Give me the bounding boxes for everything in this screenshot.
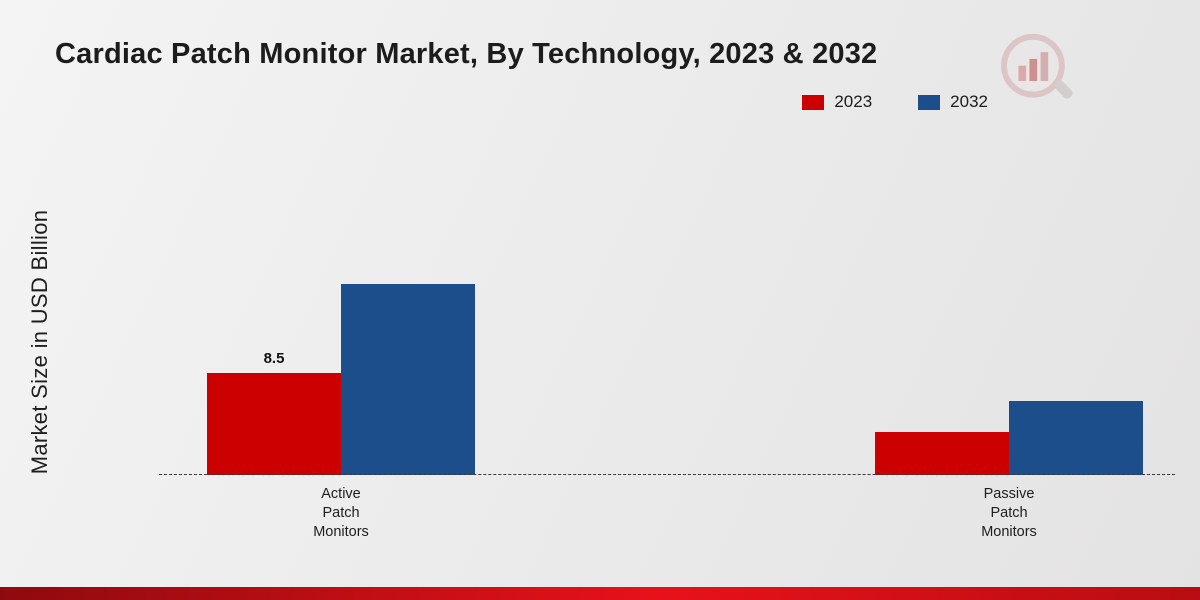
legend: 2023 2032	[802, 92, 988, 112]
category-label-active: Active Patch Monitors	[313, 486, 369, 540]
chart-title: Cardiac Patch Monitor Market, By Technol…	[55, 38, 878, 70]
bar-group-passive	[875, 401, 1143, 475]
x-axis-line	[159, 474, 1175, 475]
legend-swatch-2023	[802, 94, 825, 110]
bottom-accent-bar	[0, 587, 1200, 600]
legend-item-2023: 2023	[802, 92, 872, 112]
category-label-passive: Passive Patch Monitors	[981, 486, 1037, 540]
legend-item-2032: 2032	[918, 92, 988, 112]
plot-area: 8.5 Active Patch Monitors Passive Patch Moni…	[159, 175, 1175, 540]
bar-group-active: 8.5	[207, 284, 475, 475]
legend-label-2023: 2023	[834, 92, 873, 111]
bar-active-2023: 8.5	[207, 350, 341, 475]
magnifier-bar-chart-icon	[1001, 33, 1073, 99]
bar-value-label: 8.5	[263, 350, 285, 367]
bar-passive-2023	[875, 432, 1009, 475]
brand-logo	[994, 30, 1082, 115]
legend-label-2032: 2032	[950, 92, 988, 111]
legend-swatch-2032	[918, 94, 941, 110]
y-axis-label: Market Size in USD Billion	[27, 209, 52, 475]
bar-active-2032	[341, 284, 475, 475]
bar-passive-2032	[1009, 401, 1143, 475]
